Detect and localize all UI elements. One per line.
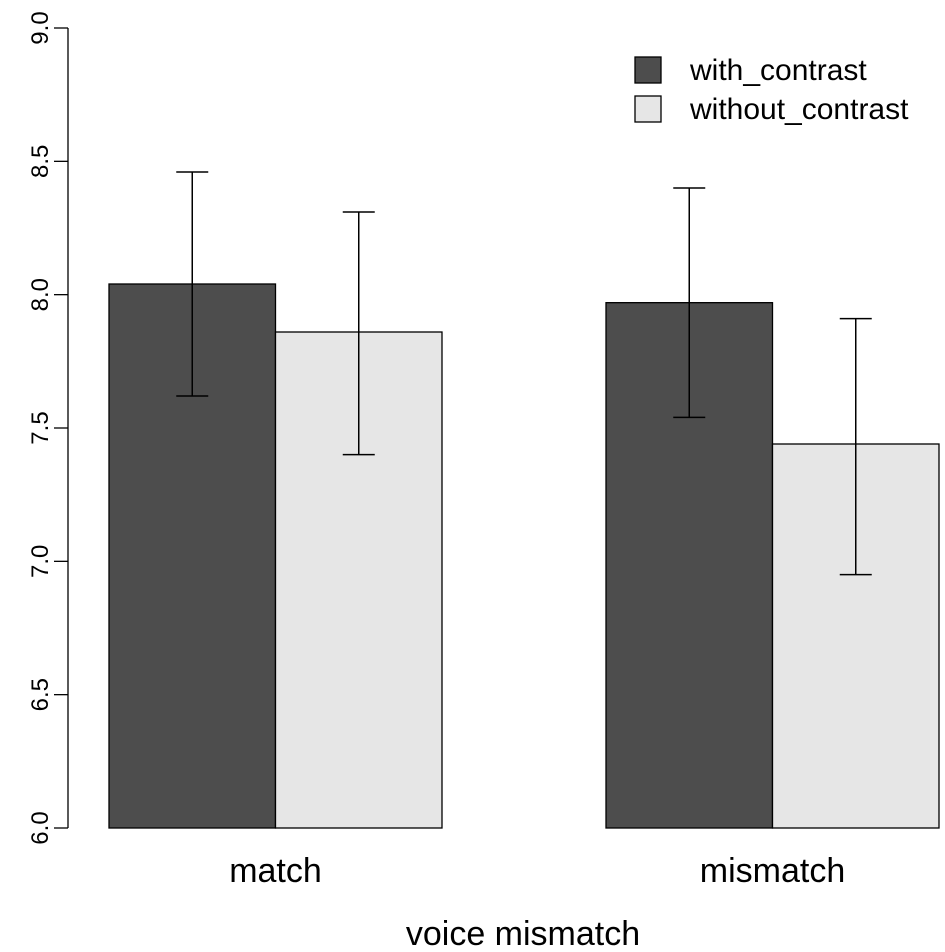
error-bar-mismatch-with_contrast [673,187,706,419]
y-tick-label: 7.0 [27,545,54,578]
y-tick-label: 7.5 [27,411,54,444]
legend-item-without_contrast: without_contrast [634,93,909,126]
legend: with_contrast without_contrast [634,54,909,126]
y-tick-label: 8.0 [27,278,54,311]
error-bar-match-with_contrast [176,171,209,397]
legend-swatch [634,56,662,84]
legend-swatch [634,95,662,123]
x-tick-label-mismatch: mismatch [700,852,845,890]
bars [108,283,940,829]
legend-label: with_contrast [689,54,867,87]
x-axis-title: voice mismatch [406,915,640,952]
y-tick-label: 8.5 [27,145,54,178]
error-bar-match-without_contrast [342,211,375,456]
x-tick-label-match: match [229,852,322,890]
y-tick-label: 6.5 [27,678,54,711]
bar-mismatch-without_contrast [771,443,940,829]
error-bar-mismatch-without_contrast [839,317,872,576]
y-axis: 6.0 6.5 7.0 7.5 8.0 8.5 9.0 [27,11,69,845]
legend-label: without_contrast [689,93,909,126]
y-tick-label: 6.0 [27,811,54,844]
legend-item-with_contrast: with_contrast [634,54,867,87]
y-tick-label: 9.0 [27,11,54,44]
x-axis-labels: match mismatch [229,852,845,890]
error-bars [176,171,872,576]
